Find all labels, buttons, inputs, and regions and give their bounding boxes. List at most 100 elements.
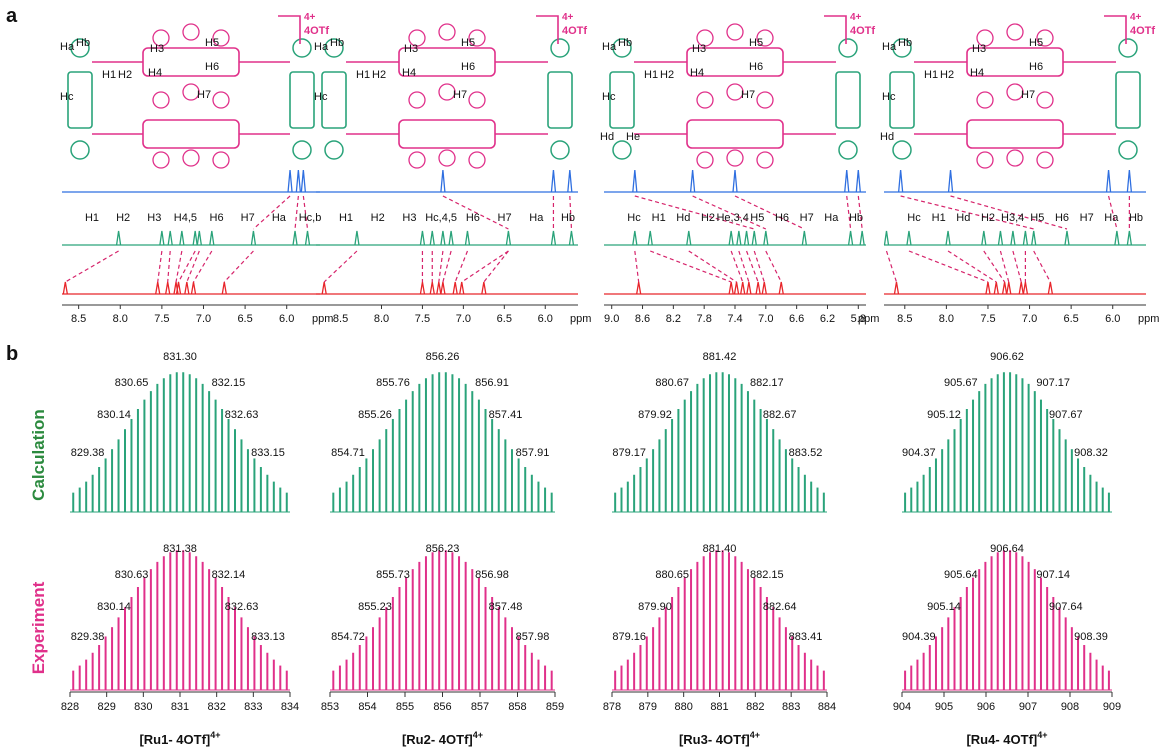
correlation-line [730,250,744,283]
nmr-peak-label: H6 [466,212,480,224]
nmr-blue-peak [947,169,954,193]
ru-clip [609,71,635,129]
structure-label-h1: H1 [644,69,658,81]
nmr-tick-label: 6.5 [1063,313,1078,325]
cymene-ring [324,140,344,160]
nmr-green-peak [906,230,912,246]
nmr-green-peak [440,230,446,246]
nmr-green-peak [192,230,198,246]
ms-exp-label: 833.13 [251,631,285,643]
nmr-blue-peak [287,169,293,193]
ring-magenta [726,149,744,167]
ms-tick-label: 831 [171,701,189,713]
nmr-green-peak [686,230,692,246]
ms-tick-label: 829 [97,701,115,713]
row-label-calculation: Calculation [29,409,48,501]
ms-calc-label: 882.17 [750,377,784,389]
nmr-red-peak [452,281,458,295]
structure-label-h4: H4 [970,67,984,79]
ms-calc-label: 906.62 [990,351,1024,363]
nmr-blue-peak [632,169,638,193]
correlation-line [765,250,782,283]
correlation-line [442,195,509,230]
nmr-tick-label: 6.0 [1105,313,1120,325]
nmr-green-peak [997,230,1004,246]
cymene-ring [292,140,312,160]
ms-calc-label: 832.63 [225,409,259,421]
structure-label-hc: Hc [602,91,616,103]
nmr-peak-label: Hd [956,212,970,224]
nmr-red-peak [481,281,487,295]
structure-label-h3: H3 [692,43,706,55]
ru-clip [547,71,573,129]
nmr-green-peak [883,230,890,246]
nmr-peak-label: Hc,b [299,212,322,224]
nmr-red-peak [755,281,761,295]
ru-clip [67,71,93,129]
nmr-green-peak [464,230,471,246]
nmr-red-peak [221,281,227,295]
nmr-red-peak [184,281,190,295]
nmr-tick-label: 6.0 [279,313,294,325]
nmr-peak-label: H5 [750,212,764,224]
nmr-peak-label: H6 [775,212,789,224]
ring-magenta [438,23,456,41]
ring-magenta [438,83,456,101]
ms-tick-label: 855 [396,701,414,713]
ring-magenta [696,151,714,169]
ru-clip [889,71,915,129]
nmr-blue-peak [689,169,696,193]
ms-exp-label: 856.98 [475,569,509,581]
ms-exp-label: 907.14 [1036,569,1070,581]
nmr-red-peak [459,281,465,295]
structure-label-h2: H2 [118,69,132,81]
ring-magenta [1036,29,1054,47]
structure-label-h4: H4 [690,67,704,79]
ms-exp-label: 832.14 [212,569,246,581]
ring-magenta [756,29,774,47]
ring-magenta [182,83,200,101]
ms-calc-label: 882.67 [763,409,797,421]
nmr-green-peak [1126,230,1133,246]
ms-exp-label: 880.65 [655,569,689,581]
nmr-peak-label: H2 [701,212,715,224]
structure-label-h2: H2 [372,69,386,81]
ms-calc-label: 880.67 [655,377,689,389]
structure-label-hc: Hc [314,91,328,103]
structure-label-ha: Ha [60,41,75,53]
structure-label-hb: Hb [898,37,912,49]
correlation-line [885,250,898,283]
nmr-tick-label: 5.8 [851,313,866,325]
ms-exp-label: 830.63 [115,569,149,581]
structure-label-h6: H6 [461,61,475,73]
nmr-green-peak [354,230,360,246]
ms-exp-label: 907.64 [1049,601,1083,613]
correlation-line [65,250,119,283]
complex-name-text: [Ru1- 4OTf] [139,732,210,747]
cymene-ring [892,38,912,58]
structure-label-h3: H3 [404,43,418,55]
correlation-line [846,195,852,230]
complex-name: [Ru4- 4OTf]4+ [966,730,1047,747]
correlation-line [1033,250,1051,283]
nmr-green-peak [647,230,653,246]
ring-magenta [408,91,426,109]
structure-label-ha: Ha [602,41,617,53]
nmr-peak-label: Ha [1104,212,1119,224]
ms-tick-label: 907 [1019,701,1037,713]
cymene-ring [612,38,632,58]
nmr-green-peak [429,230,435,246]
nmr-red-peak [419,281,426,295]
correlation-line [857,195,863,230]
structure-label-hb: Hb [618,37,632,49]
structure-label-hd: Hd [600,131,614,143]
complex-charge: 4+ [1037,730,1047,740]
correlation-line [908,250,989,283]
bodipy-core-bottom [966,119,1064,149]
complex-name-text: [Ru4- 4OTf] [966,732,1037,747]
nmr-unit: ppm [1138,313,1159,325]
ms-exp-label: 881.40 [703,543,737,555]
ms-exp-label: 908.39 [1074,631,1108,643]
complex-charge: 4+ [750,730,760,740]
